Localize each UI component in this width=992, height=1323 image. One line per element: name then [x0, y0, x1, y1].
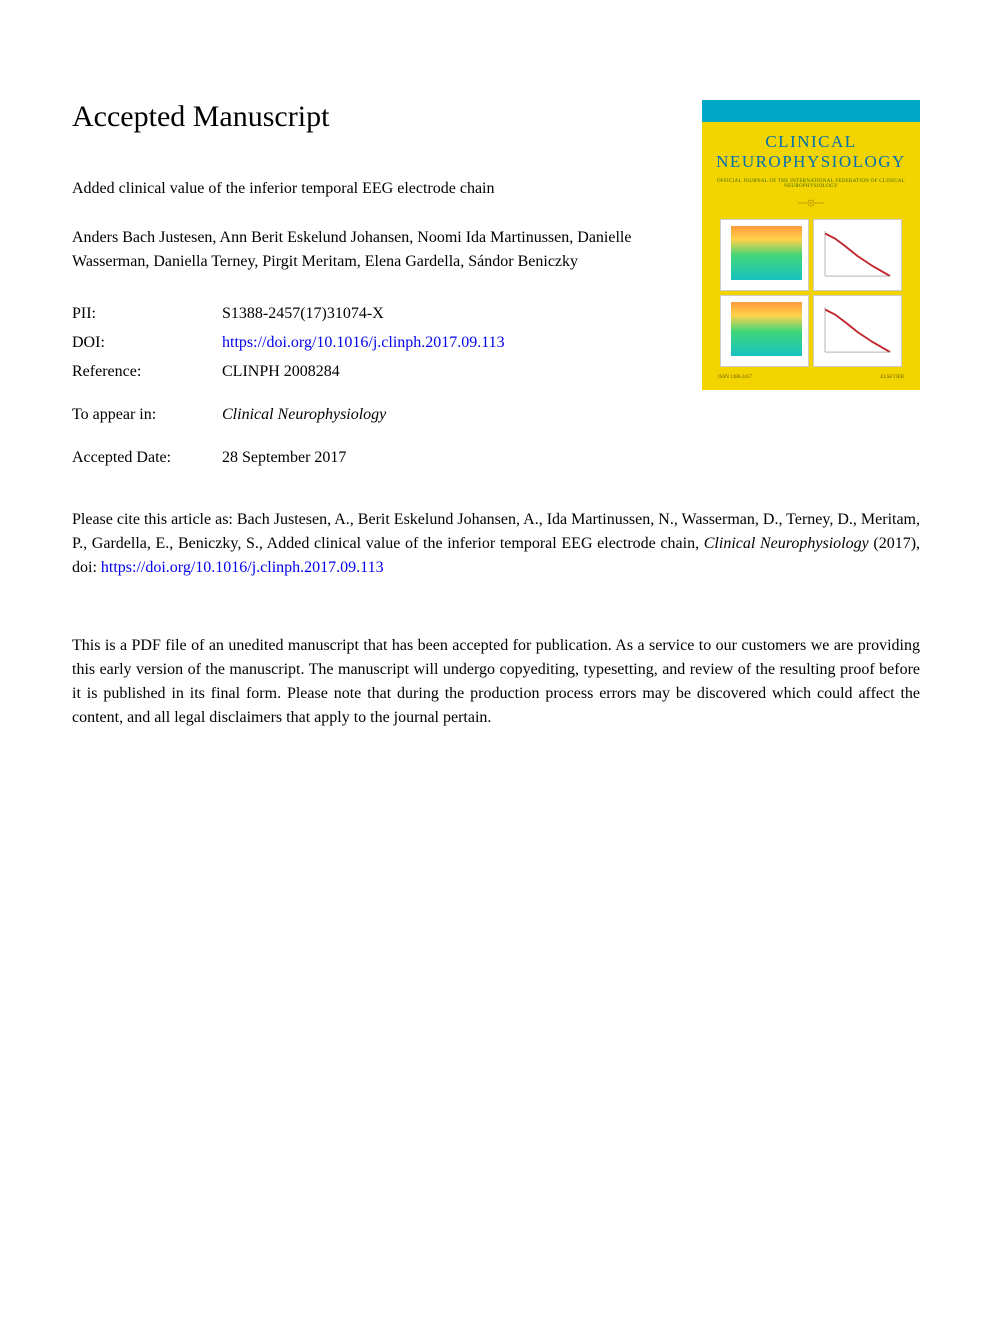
article-title: Added clinical value of the inferior tem…: [72, 178, 678, 200]
doi-label: DOI:: [72, 329, 222, 358]
left-column: Accepted Manuscript Added clinical value…: [72, 100, 702, 472]
meta-row-doi: DOI: https://doi.org/10.1016/j.clinph.20…: [72, 329, 678, 358]
pii-value: S1388-2457(17)31074-X: [222, 300, 678, 329]
page-heading: Accepted Manuscript: [72, 100, 678, 134]
appear-value: Clinical Neurophysiology: [222, 401, 678, 430]
cover-figure-heatmap-2: [720, 295, 809, 367]
cover-journal-title: CLINICAL NEUROPHYSIOLOGY: [702, 122, 920, 179]
cover-figure-lineplot-1: [813, 219, 902, 291]
meta-row-reference: Reference: CLINPH 2008284: [72, 358, 678, 387]
header-row: Accepted Manuscript Added clinical value…: [72, 100, 920, 472]
metadata-table: PII: S1388-2457(17)31074-X DOI: https://…: [72, 300, 678, 472]
cover-title-line1: CLINICAL: [765, 132, 856, 151]
accepted-value: 28 September 2017: [222, 444, 678, 473]
meta-row-appear: To appear in: Clinical Neurophysiology: [72, 401, 678, 430]
cover-subtitle: OFFICIAL JOURNAL OF THE INTERNATIONAL FE…: [702, 179, 920, 197]
cover-figures-grid: [702, 219, 920, 367]
reference-label: Reference:: [72, 358, 222, 387]
cover-footer: ISSN 1388-2457 ELSEVIER: [702, 367, 920, 390]
reference-value: CLINPH 2008284: [222, 358, 678, 387]
cover-ornament-icon: [702, 197, 920, 219]
citation-journal: Clinical Neurophysiology: [704, 535, 869, 552]
doi-link[interactable]: https://doi.org/10.1016/j.clinph.2017.09…: [222, 334, 505, 351]
cover-figure-lineplot-2: [813, 295, 902, 367]
pii-label: PII:: [72, 300, 222, 329]
cover-publisher: ELSEVIER: [880, 375, 904, 380]
journal-cover-thumbnail: CLINICAL NEUROPHYSIOLOGY OFFICIAL JOURNA…: [702, 100, 920, 390]
citation-paragraph: Please cite this article as: Bach Justes…: [72, 508, 920, 580]
meta-row-accepted: Accepted Date: 28 September 2017: [72, 444, 678, 473]
cover-issn: ISSN 1388-2457: [718, 375, 752, 380]
cover-title-line2: NEUROPHYSIOLOGY: [716, 152, 906, 171]
accepted-label: Accepted Date:: [72, 444, 222, 473]
cover-top-bar: [702, 100, 920, 122]
authors-list: Anders Bach Justesen, Ann Berit Eskelund…: [72, 226, 678, 274]
cover-figure-heatmap-1: [720, 219, 809, 291]
disclaimer-paragraph: This is a PDF file of an unedited manusc…: [72, 634, 920, 730]
appear-label: To appear in:: [72, 401, 222, 430]
meta-row-pii: PII: S1388-2457(17)31074-X: [72, 300, 678, 329]
citation-doi-link[interactable]: https://doi.org/10.1016/j.clinph.2017.09…: [101, 559, 384, 576]
